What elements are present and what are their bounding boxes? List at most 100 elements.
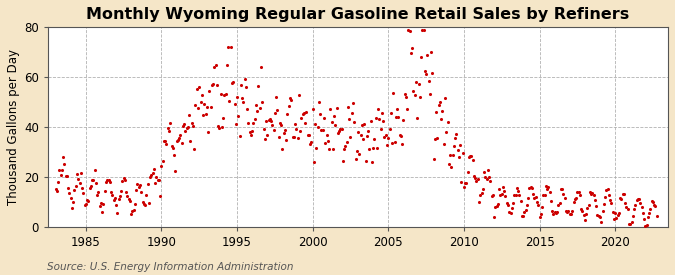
Point: [388, 91, 399, 95]
Point: [150, 180, 161, 185]
Point: [560, 208, 571, 213]
Point: [448, 144, 459, 148]
Point: [414, 95, 425, 99]
Point: [573, 190, 584, 194]
Point: [446, 165, 457, 169]
Point: [407, 46, 418, 51]
Point: [614, 210, 624, 215]
Point: [261, 119, 271, 123]
Y-axis label: Thousand Gallons per Day: Thousand Gallons per Day: [7, 49, 20, 205]
Point: [533, 202, 543, 207]
Point: [495, 193, 506, 197]
Point: [589, 198, 600, 203]
Point: [80, 202, 91, 207]
Point: [311, 146, 322, 150]
Point: [429, 137, 440, 141]
Point: [92, 192, 103, 197]
Point: [483, 167, 493, 172]
Point: [499, 189, 510, 193]
Point: [373, 106, 383, 111]
Point: [112, 210, 123, 215]
Point: [78, 191, 88, 195]
Point: [377, 111, 387, 115]
Point: [97, 209, 107, 214]
Point: [421, 72, 431, 76]
Point: [59, 162, 70, 166]
Point: [568, 200, 579, 204]
Point: [142, 181, 153, 186]
Point: [605, 198, 616, 202]
Point: [585, 190, 595, 194]
Point: [323, 139, 333, 144]
Point: [140, 202, 151, 207]
Point: [422, 53, 433, 57]
Point: [82, 197, 92, 202]
Point: [101, 180, 111, 185]
Point: [243, 121, 254, 125]
Point: [547, 209, 558, 214]
Point: [118, 175, 129, 180]
Point: [180, 129, 191, 133]
Point: [493, 202, 504, 206]
Point: [268, 128, 279, 132]
Point: [364, 147, 375, 152]
Point: [333, 129, 344, 133]
Point: [141, 192, 152, 197]
Point: [86, 178, 97, 182]
Point: [223, 45, 234, 49]
Point: [273, 135, 284, 139]
Point: [153, 178, 163, 182]
Point: [265, 117, 275, 121]
Point: [462, 170, 473, 174]
Point: [228, 80, 239, 84]
Point: [136, 190, 146, 194]
Point: [300, 121, 310, 126]
Point: [596, 220, 607, 224]
Point: [398, 117, 409, 122]
Point: [361, 134, 372, 138]
Point: [272, 108, 283, 112]
Point: [387, 141, 398, 145]
Point: [427, 71, 438, 75]
Point: [360, 159, 371, 163]
Point: [113, 197, 124, 201]
Point: [560, 195, 570, 200]
Point: [294, 93, 304, 98]
Point: [646, 199, 657, 203]
Point: [317, 128, 328, 132]
Point: [190, 103, 201, 107]
Point: [325, 106, 335, 111]
Point: [296, 116, 306, 120]
Point: [204, 89, 215, 94]
Point: [508, 200, 518, 205]
Point: [159, 139, 169, 143]
Point: [362, 129, 373, 133]
Point: [281, 138, 292, 142]
Point: [556, 187, 566, 191]
Point: [321, 133, 332, 137]
Point: [489, 215, 500, 219]
Point: [578, 213, 589, 218]
Point: [539, 193, 550, 197]
Point: [257, 100, 268, 104]
Point: [263, 118, 274, 123]
Point: [418, 28, 429, 32]
Point: [587, 191, 598, 195]
Point: [393, 115, 404, 119]
Point: [278, 131, 289, 136]
Point: [384, 127, 395, 131]
Point: [161, 142, 172, 146]
Point: [503, 203, 514, 207]
Point: [213, 124, 223, 128]
Point: [254, 106, 265, 111]
Point: [240, 85, 251, 89]
Point: [441, 130, 452, 135]
Point: [53, 180, 63, 184]
Point: [178, 124, 188, 129]
Point: [229, 101, 240, 106]
Point: [115, 189, 126, 193]
Point: [389, 139, 400, 144]
Point: [247, 128, 258, 133]
Point: [525, 185, 536, 190]
Point: [290, 122, 300, 126]
